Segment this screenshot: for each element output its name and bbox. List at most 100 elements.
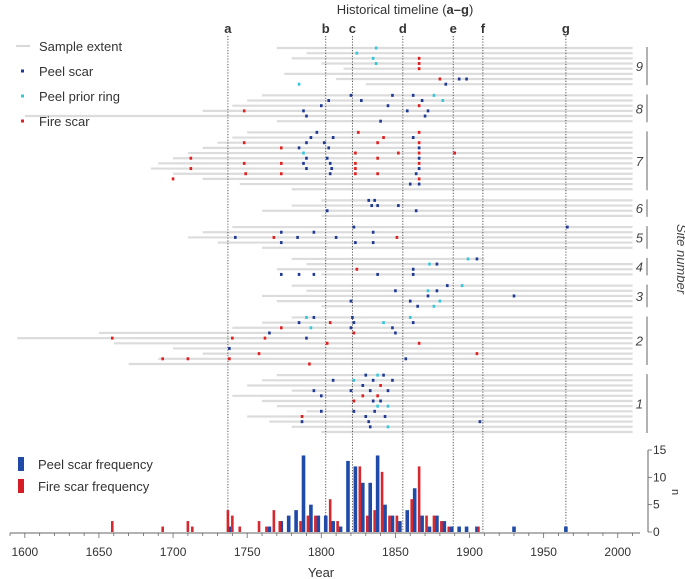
x-tick-label: 1900 <box>456 545 483 559</box>
fire-scar-frequency-bar <box>257 521 261 532</box>
legend-label: Peel prior ring <box>39 89 120 104</box>
peel-scar-point <box>435 262 439 266</box>
peel-scar-point <box>305 114 308 118</box>
fire-scar-point <box>110 336 114 340</box>
peel-prior-ring-point <box>302 151 305 155</box>
peel-scar-point <box>312 315 316 319</box>
peel-scar-point <box>305 336 308 340</box>
event-label: b <box>322 21 330 36</box>
fire-scar-point <box>186 357 190 361</box>
peel-scar-point <box>234 235 237 239</box>
fire-scar-frequency-bar <box>191 526 194 532</box>
peel-scar-point <box>414 209 418 213</box>
fire-scar-frequency-bar <box>477 526 480 532</box>
peel-scar-point <box>361 383 365 387</box>
fire-scar-frequency-bar <box>238 526 242 532</box>
fire-scar-point <box>376 141 379 145</box>
peel-scar-point <box>319 394 323 398</box>
hist-y-axis-label: n <box>669 489 681 495</box>
peel-scar-point <box>475 257 479 261</box>
peel-scar-point <box>352 321 356 325</box>
fire-scar-point <box>417 130 421 134</box>
sample-extent-lines <box>17 46 633 434</box>
x-tick-label: 1950 <box>530 545 557 559</box>
peel-scar-point <box>376 204 379 208</box>
peel-scar-point <box>397 204 400 208</box>
peel-scar-frequency-bar <box>449 526 454 532</box>
fire-scar-frequency-bar <box>388 515 391 532</box>
site-number-label: 3 <box>636 289 644 304</box>
peel-scar-frequency-bar <box>405 510 410 532</box>
peel-scar-point <box>566 225 569 229</box>
peel-scar-point <box>370 204 373 208</box>
peel-scar-point <box>331 136 335 140</box>
fire-scar-frequency-bar <box>358 466 362 532</box>
fire-scar-point <box>438 77 442 81</box>
peel-scar-point <box>312 230 316 234</box>
peel-scar-point <box>309 136 313 140</box>
peel-scar-point <box>512 294 516 298</box>
legend-label: Peel scar <box>39 64 94 79</box>
peel-prior-ring-point <box>386 404 390 408</box>
fire-scar-frequency-bar <box>272 510 276 532</box>
peel-scar-frequency-bar <box>435 515 439 532</box>
peel-scar-point <box>352 409 356 413</box>
site-number-label: 4 <box>636 260 643 275</box>
site-number-label: 7 <box>636 154 644 169</box>
peel-scar-frequency-bar <box>361 482 365 532</box>
peel-scar-point <box>465 77 468 81</box>
peel-scar-frequency-bar <box>353 466 358 532</box>
fire-scar-frequency-bar <box>373 510 376 532</box>
fire-scar-point <box>352 399 356 403</box>
peel-scar-point <box>411 136 415 140</box>
fire-scar-point <box>417 341 421 345</box>
chart-title: Historical timeline (a–g) <box>337 2 474 17</box>
fire-scar-point <box>417 161 421 165</box>
site-number-label: 9 <box>636 59 643 74</box>
fire-scar-frequency-bar <box>231 515 234 532</box>
fire-scar-point <box>279 326 283 330</box>
fire-scar-point <box>417 62 421 66</box>
peel-scar-point <box>305 167 308 171</box>
peel-scar-point <box>417 146 421 150</box>
fire-scar-point <box>244 172 247 176</box>
fire-scar-point <box>242 161 246 165</box>
legend-hist-swatch <box>18 457 24 471</box>
x-tick-label: 1700 <box>160 545 187 559</box>
peel-scar-point <box>408 299 412 303</box>
peel-prior-ring-point <box>376 404 379 408</box>
fire-scar-frequency-bar <box>110 521 114 532</box>
fire-scar-point <box>417 141 421 145</box>
peel-scar-point <box>386 389 390 393</box>
peel-scar-point <box>327 99 331 103</box>
fire-scar-frequency-bar <box>336 521 339 532</box>
fire-scar-point <box>475 352 479 356</box>
fire-scar-point <box>300 414 304 418</box>
fire-scar-point <box>189 156 193 160</box>
peel-scar-frequency-bar <box>309 504 313 532</box>
fire-scar-point <box>272 235 276 239</box>
legend-histogram: Peel scar frequency Fire scar frequency <box>18 457 153 494</box>
site-number-label: 2 <box>635 334 644 349</box>
peel-prior-ring-point <box>382 321 385 325</box>
peel-prior-ring-point <box>374 62 378 66</box>
peel-scar-point <box>297 146 301 150</box>
peel-scar-point <box>296 235 299 239</box>
peel-scar-frequency-bar <box>227 526 232 532</box>
peel-scar-point <box>349 389 353 393</box>
legend-top: Sample extent Peel scar Peel prior ring Fir… <box>16 39 122 129</box>
legend-hist-label: Peel scar frequency <box>38 457 153 472</box>
peel-scar-point <box>279 241 283 245</box>
fire-scar-point <box>379 383 382 387</box>
fire-scar-frequency-bar <box>328 499 332 532</box>
event-label: d <box>399 21 407 36</box>
peel-scar-point <box>352 225 356 229</box>
peel-scar-point <box>325 156 329 160</box>
peel-scar-point <box>373 409 376 413</box>
peel-prior-ring-point <box>309 326 313 330</box>
peel-prior-ring-point <box>408 315 412 319</box>
peel-scar-frequency-bar <box>286 515 291 532</box>
peel-scar-point <box>279 230 283 234</box>
peel-scar-point <box>376 272 379 276</box>
legend-hist-swatch <box>18 479 24 493</box>
